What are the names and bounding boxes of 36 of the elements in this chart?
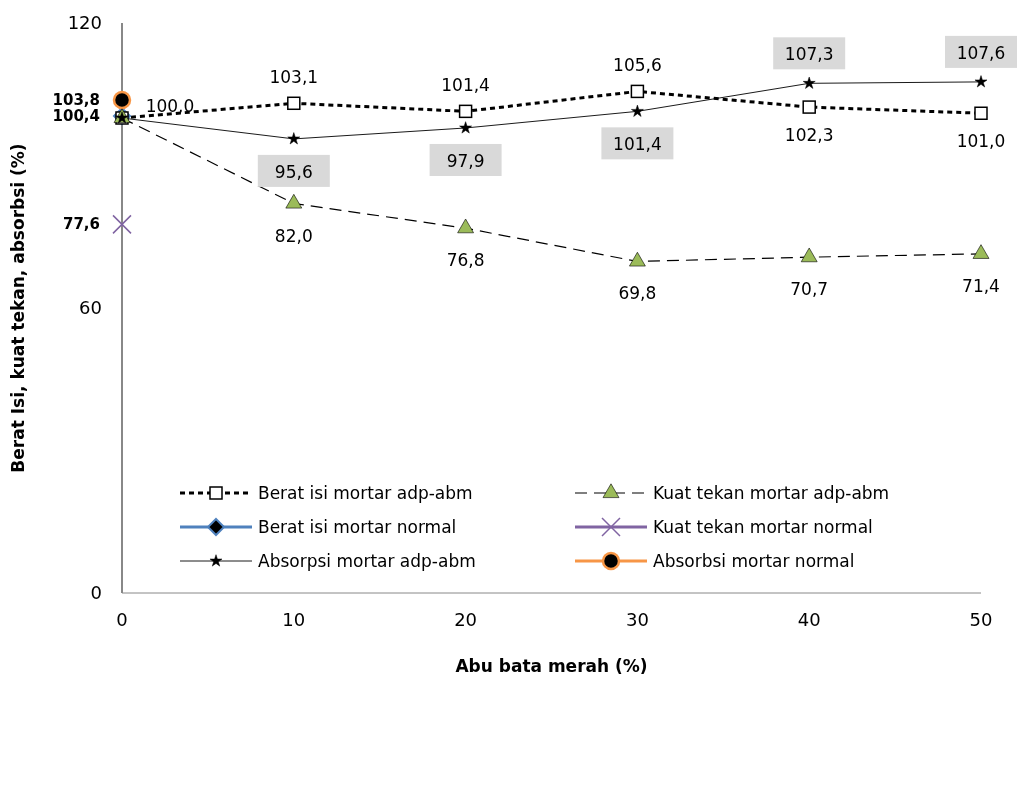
legend-label: Kuat tekan mortar normal [653,517,873,537]
legend-label: Absorbsi mortar normal [653,551,855,571]
x-tick-label: 30 [625,608,649,630]
data-label: 103,1 [269,67,319,88]
data-label: 82,0 [274,225,313,246]
data-label: 100,0 [145,96,195,116]
legend-label: Berat isi mortar adp-abm [258,483,473,503]
data-label: 69,8 [618,283,657,304]
legend-label: Kuat tekan mortar adp-abm [653,483,890,503]
y-tick-label: 0 [90,582,102,604]
data-label: 100,4 [52,107,100,126]
y-tick-label: 60 [79,297,102,319]
x-tick-label: 0 [116,608,128,630]
data-label: 107,3 [784,44,834,65]
data-label: 103,8 [52,90,100,109]
data-label: 95,6 [274,161,313,182]
data-label: 101,0 [956,131,1006,152]
x-tick-label: 50 [969,608,993,630]
x-tick-label: 40 [797,608,821,630]
data-label: 70,7 [790,279,829,300]
x-tick-label: 20 [454,608,478,630]
legend-label: Absorpsi mortar adp-abm [258,551,476,571]
data-label: 102,3 [784,125,834,146]
y-axis-title: Berat Isi, kuat tekan, absorbsi (%) [8,143,29,473]
data-label: 101,4 [613,134,662,155]
data-label: 97,9 [446,150,485,171]
data-label: 107,6 [956,42,1006,63]
x-tick-label: 10 [282,608,306,630]
data-label: 76,8 [446,250,485,271]
data-label: 77,6 [62,215,100,234]
data-label: 71,4 [962,275,1000,296]
x-axis-title: Abu bata merah (%) [455,656,648,676]
legend-label: Berat isi mortar normal [258,517,457,537]
data-label: 105,6 [613,55,662,76]
data-label: 101,4 [441,75,490,96]
y-tick-label: 120 [67,12,102,34]
